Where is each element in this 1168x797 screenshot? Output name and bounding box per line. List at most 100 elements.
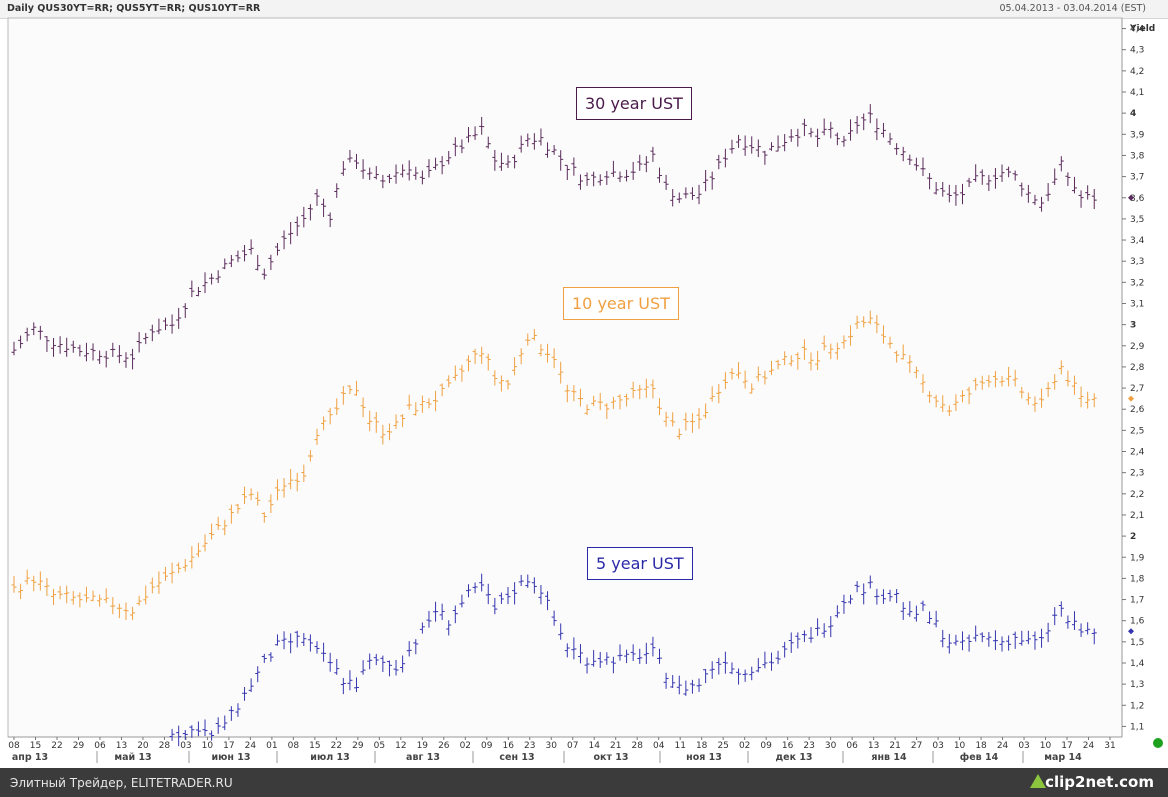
brand-label: clip2net.com: [1045, 773, 1154, 791]
x-day-label: 13: [116, 741, 127, 751]
x-month-label: янв 14: [871, 752, 907, 763]
x-day-label: 21: [610, 741, 621, 751]
x-day-label: 24: [1083, 741, 1095, 751]
x-day-label: 08: [8, 741, 20, 751]
date-range: 05.04.2013 - 03.04.2014 (EST): [999, 3, 1146, 14]
x-day-label: 10: [202, 741, 214, 751]
x-day-label: 31: [1104, 741, 1115, 751]
x-month-label: апр 13: [12, 752, 48, 763]
x-month-label: ноя 13: [686, 752, 722, 763]
y-tick-label: 2: [1130, 532, 1136, 542]
x-day-label: 19: [417, 741, 429, 751]
x-day-label: 06: [846, 741, 858, 751]
plot-area: [7, 17, 1123, 738]
y-tick-label: 3,2: [1130, 278, 1144, 288]
x-day-label: 05: [374, 741, 385, 751]
x-day-label: 29: [73, 741, 85, 751]
instrument-title: Daily QUS30YT=RR; QUS5YT=RR; QUS10YT=RR: [7, 3, 261, 14]
x-day-label: 23: [803, 741, 814, 751]
status-text: Элитный Трейдер, ELITETRADER.RU: [10, 776, 233, 790]
x-month-label: фев 14: [960, 752, 999, 763]
x-day-label: 28: [159, 741, 171, 751]
series-10y: [11, 310, 1097, 620]
y-tick-label: 3,7: [1130, 173, 1144, 183]
x-day-label: 18: [696, 741, 708, 751]
y-tick-label: 4,3: [1130, 46, 1144, 56]
x-day-label: 24: [245, 741, 257, 751]
x-day-label: 14: [589, 741, 601, 751]
y-tick-label: 2,3: [1130, 469, 1144, 479]
x-day-label: 30: [825, 741, 837, 751]
x-day-label: 06: [94, 741, 106, 751]
y-axis-label: Yield: [1129, 24, 1155, 34]
y-tick-label: 3,3: [1130, 257, 1144, 267]
series-5y: [169, 573, 1097, 747]
y-tick-label: 3,6: [1130, 194, 1145, 204]
last-value-marker: [1128, 395, 1134, 402]
clip2net-logo-icon: [1030, 774, 1046, 788]
x-day-label: 21: [889, 741, 900, 751]
y-tick-label: 1,7: [1130, 596, 1144, 606]
y-tick-label: 4,2: [1130, 67, 1144, 77]
x-day-label: 08: [288, 741, 300, 751]
live-indicator-icon: [1153, 738, 1163, 748]
x-day-label: 25: [717, 741, 728, 751]
x-month-label: сен 13: [499, 752, 534, 763]
y-tick-label: 3,5: [1130, 215, 1144, 225]
x-month-label: июл 13: [310, 752, 349, 763]
y-tick-label: 2,4: [1130, 448, 1145, 458]
y-tick-label: 1,1: [1130, 722, 1144, 732]
y-tick-label: 1,5: [1130, 638, 1144, 648]
y-tick-label: 3,1: [1130, 299, 1144, 309]
yield-chart[interactable]: Yield 1,1 1,2 1,3 1,4 1,5 1,6 1,7 1,8 1,9 2 2,1 2,2 2…: [0, 0, 1168, 768]
x-day-label: 30: [546, 741, 558, 751]
y-tick-label: 2,2: [1130, 490, 1144, 500]
x-day-label: 20: [137, 741, 149, 751]
x-day-label: 29: [352, 741, 364, 751]
x-day-label: 04: [653, 741, 665, 751]
x-day-label: 11: [674, 741, 685, 751]
y-tick-label: 3,4: [1130, 236, 1145, 246]
x-day-label: 23: [524, 741, 535, 751]
last-value-marker: [1128, 194, 1134, 201]
x-day-label: 15: [309, 741, 320, 751]
y-tick-label: 2,8: [1130, 363, 1145, 373]
x-day-label: 09: [760, 741, 772, 751]
last-value-marker: [1128, 628, 1134, 635]
x-day-label: 01: [266, 741, 277, 751]
x-day-label: 12: [395, 741, 406, 751]
y-tick-label: 1,2: [1130, 701, 1144, 711]
x-month-label: мар 14: [1044, 752, 1082, 763]
x-day-label: 09: [481, 741, 493, 751]
x-day-label: 24: [997, 741, 1009, 751]
x-month-label: июн 13: [212, 752, 251, 763]
series-30y: [11, 104, 1097, 370]
x-day-label: 03: [932, 741, 943, 751]
x-month-label: авг 13: [406, 752, 440, 763]
y-tick-label: 1,8: [1130, 574, 1145, 584]
y-tick-label: 4,4: [1130, 25, 1145, 35]
x-day-label: 10: [1040, 741, 1052, 751]
y-tick-label: 2,7: [1130, 384, 1144, 394]
x-month-label: окт 13: [593, 752, 628, 763]
y-tick-label: 4,1: [1130, 88, 1144, 98]
x-day-label: 03: [180, 741, 191, 751]
x-day-label: 02: [460, 741, 471, 751]
y-tick-label: 2,1: [1130, 511, 1144, 521]
y-tick-label: 2,6: [1130, 405, 1145, 415]
y-tick-label: 1,4: [1130, 659, 1145, 669]
x-day-label: 22: [331, 741, 342, 751]
x-day-label: 15: [30, 741, 41, 751]
y-tick-label: 2,9: [1130, 342, 1145, 352]
x-day-label: 10: [954, 741, 966, 751]
y-tick-label: 1,6: [1130, 617, 1145, 627]
x-month-label: дек 13: [775, 752, 812, 763]
x-day-label: 26: [438, 741, 450, 751]
y-tick-label: 4: [1130, 109, 1136, 119]
x-day-label: 02: [739, 741, 750, 751]
x-month-label: май 13: [114, 752, 151, 763]
y-tick-label: 3,8: [1130, 151, 1145, 161]
y-tick-label: 3,9: [1130, 130, 1145, 140]
y-tick-label: 1,3: [1130, 680, 1144, 690]
